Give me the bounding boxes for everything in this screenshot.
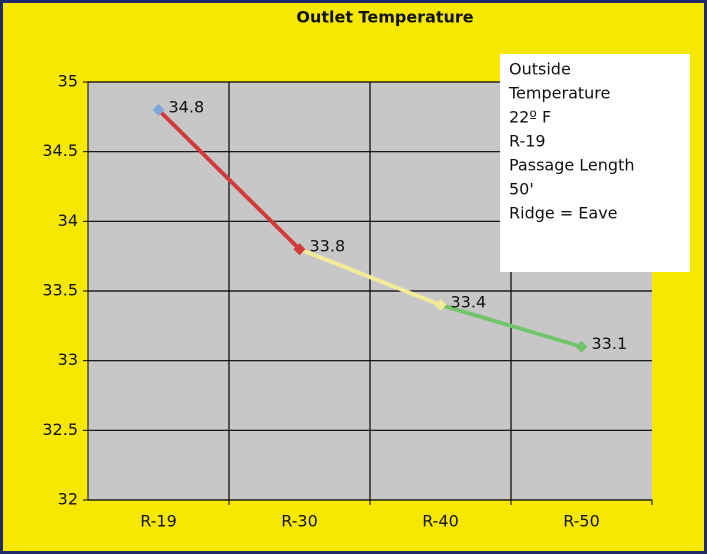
line-segment (439, 303, 583, 349)
data-label: 34.8 (169, 97, 205, 116)
data-label: 33.1 (592, 334, 628, 353)
x-tick-label: R-40 (422, 512, 459, 531)
y-tick-label: 33 (58, 350, 78, 369)
y-tick-label: 35 (58, 72, 78, 91)
marker (434, 298, 447, 311)
data-label: 33.8 (310, 237, 346, 256)
annotation-line: 50' (509, 180, 534, 199)
y-tick-label: 34.5 (42, 141, 78, 160)
annotation-box (500, 54, 690, 272)
x-tick-label: R-19 (140, 512, 177, 531)
y-tick-label: 34 (58, 211, 78, 230)
data-label: 33.4 (451, 292, 487, 311)
marker (152, 103, 165, 116)
annotation-line: Temperature (508, 84, 610, 103)
x-tick-label: R-50 (563, 512, 600, 531)
y-tick-label: 33.5 (42, 281, 78, 300)
annotation-line: R-19 (509, 132, 546, 151)
marker (575, 340, 588, 353)
line-segment (157, 108, 301, 251)
x-tick-label: R-30 (281, 512, 318, 531)
y-tick-label: 32.5 (42, 420, 78, 439)
chart-title: Outlet Temperature (296, 8, 473, 27)
annotation-line: Passage Length (509, 156, 634, 175)
annotation-line: 22º F (509, 108, 551, 127)
y-tick-label: 32 (58, 490, 78, 509)
marker (293, 243, 306, 256)
line-segment (298, 247, 442, 307)
annotation-line: Outside (509, 60, 571, 79)
annotation-line: Ridge = Eave (509, 204, 618, 223)
